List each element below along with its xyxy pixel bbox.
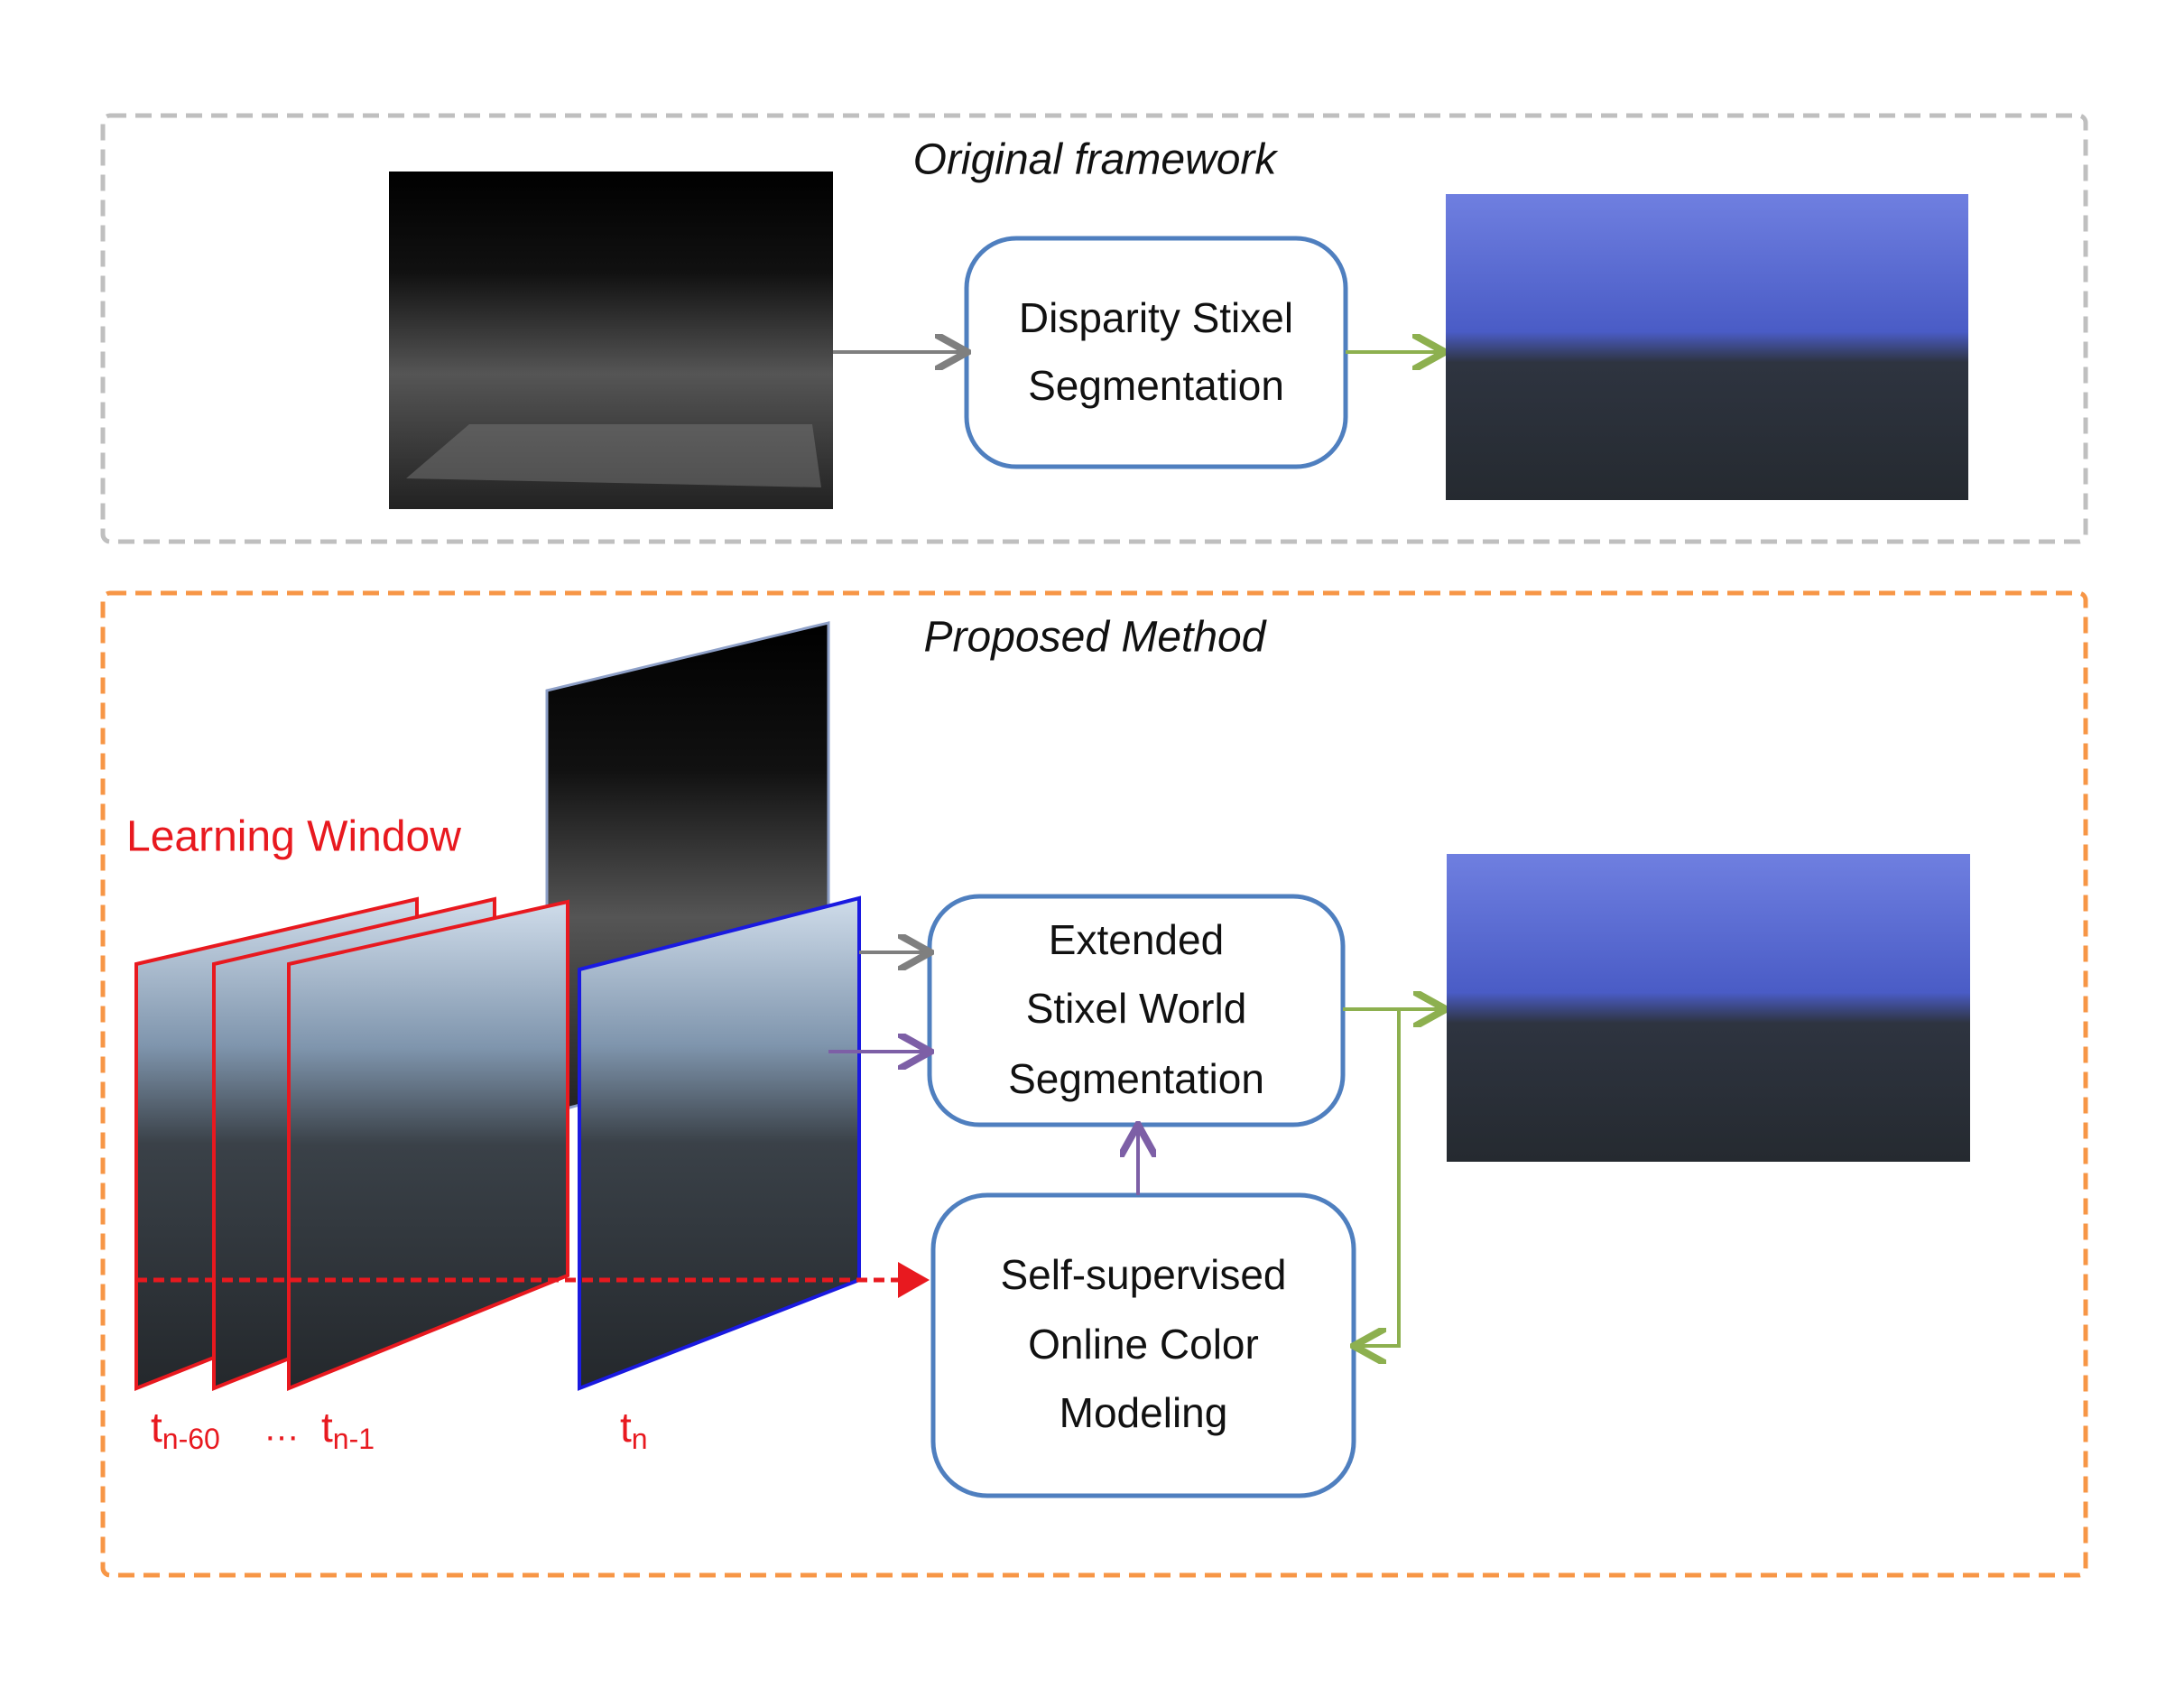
time-base: t (151, 1404, 162, 1451)
time-label: tn-60 (151, 1404, 220, 1455)
proposed-frame (100, 590, 2088, 1578)
past-frame (287, 899, 569, 1391)
stixel-output-image (1447, 854, 1970, 1162)
node-label: Online Color (1028, 1321, 1259, 1368)
time-label: tn (620, 1404, 648, 1455)
node-label: Self-supervised (1000, 1251, 1286, 1298)
disparity-detail (406, 424, 821, 487)
time-label: tn-1 (321, 1404, 375, 1455)
time-sub: n (632, 1423, 648, 1455)
time-sub: n-1 (333, 1423, 375, 1455)
original-frame (100, 113, 2088, 544)
stixel-output-image (1446, 194, 1968, 500)
node-label: Segmentation (1028, 362, 1284, 409)
node-label: Stixel World (1026, 985, 1247, 1032)
node-label: Disparity Stixel (1019, 294, 1293, 341)
time-sub: n-60 (162, 1423, 220, 1455)
ellipsis: … (264, 1409, 300, 1449)
time-base: t (321, 1404, 333, 1451)
feedback-arrow (1357, 1009, 1401, 1346)
section-title: Proposed Method (924, 614, 1267, 662)
node-label: Segmentation (1008, 1055, 1264, 1102)
learning-window-label: Learning Window (126, 813, 461, 861)
current-frame (578, 895, 861, 1391)
node-box (964, 236, 1348, 469)
node-label: Extended (1049, 916, 1224, 963)
node-label: Modeling (1060, 1389, 1228, 1436)
time-base: t (620, 1404, 632, 1451)
section-title: Original framework (913, 136, 1280, 184)
